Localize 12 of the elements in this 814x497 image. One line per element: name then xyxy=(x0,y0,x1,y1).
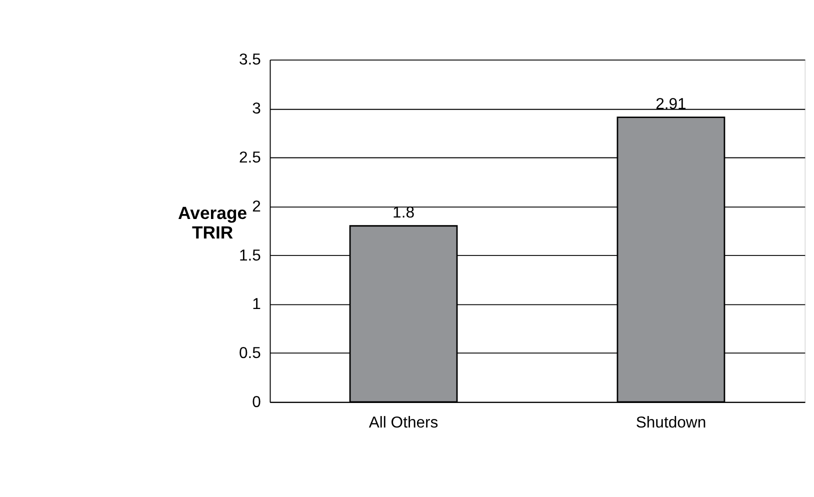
y-tick-label: 2.5 xyxy=(238,150,262,167)
y-tick-label: 0 xyxy=(252,394,262,412)
y-tick-label: 2 xyxy=(252,198,261,216)
y-tick-label: 3.5 xyxy=(238,52,262,69)
y-tick-label: 1 xyxy=(252,296,262,314)
x-tick-label: Shutdown xyxy=(636,414,706,432)
y-tick-label: 1.5 xyxy=(238,247,262,264)
y-tick-label: 0.5 xyxy=(238,345,262,362)
y-tick-label: 3 xyxy=(252,100,262,118)
data-label: 2.91 xyxy=(656,96,687,113)
y-axis-title: Average TRIR xyxy=(178,203,248,243)
x-tick-label: All Others xyxy=(368,414,438,432)
